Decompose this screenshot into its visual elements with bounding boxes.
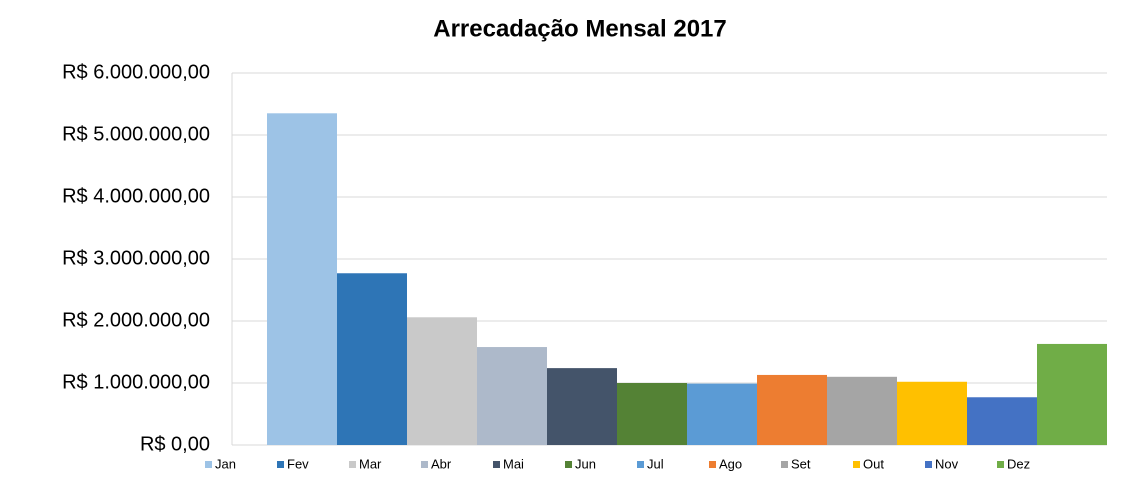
legend-label: Nov (935, 456, 959, 471)
y-tick-label: R$ 0,00 (140, 433, 210, 455)
bar (827, 376, 897, 445)
bar (687, 383, 757, 445)
legend-swatch (493, 461, 500, 468)
bar (757, 374, 827, 445)
legend-swatch (709, 461, 716, 468)
legend-label: Jan (215, 456, 236, 471)
legend-swatch (565, 461, 572, 468)
y-tick-label: R$ 2.000.000,00 (62, 309, 210, 331)
y-tick-label: R$ 1.000.000,00 (62, 371, 210, 393)
bar (1037, 343, 1107, 445)
legend-swatch (637, 461, 644, 468)
bar (617, 383, 687, 445)
bar (897, 381, 967, 445)
legend-label: Out (863, 456, 884, 471)
legend-label: Mai (503, 456, 524, 471)
legend-swatch (853, 461, 860, 468)
legend-label: Abr (431, 456, 452, 471)
legend-label: Ago (719, 456, 742, 471)
bar (407, 317, 477, 445)
y-tick-label: R$ 4.000.000,00 (62, 185, 210, 207)
chart-title: Arrecadação Mensal 2017 (433, 15, 727, 42)
legend-swatch (421, 461, 428, 468)
legend-label: Jul (647, 456, 664, 471)
bar (967, 397, 1037, 445)
y-tick-label: R$ 5.000.000,00 (62, 123, 210, 145)
bar (547, 368, 617, 445)
legend-swatch (925, 461, 932, 468)
legend-swatch (205, 461, 212, 468)
legend-label: Set (791, 456, 811, 471)
bar (267, 113, 337, 446)
legend-label: Jun (575, 456, 596, 471)
bar (477, 347, 547, 445)
legend-swatch (277, 461, 284, 468)
legend-label: Dez (1007, 456, 1030, 471)
legend-swatch (349, 461, 356, 468)
y-tick-label: R$ 3.000.000,00 (62, 247, 210, 269)
legend-label: Mar (359, 456, 382, 471)
legend-label: Fev (287, 456, 309, 471)
legend-swatch (781, 461, 788, 468)
y-tick-label: R$ 6.000.000,00 (62, 61, 210, 83)
bar (337, 273, 407, 445)
legend-swatch (997, 461, 1004, 468)
